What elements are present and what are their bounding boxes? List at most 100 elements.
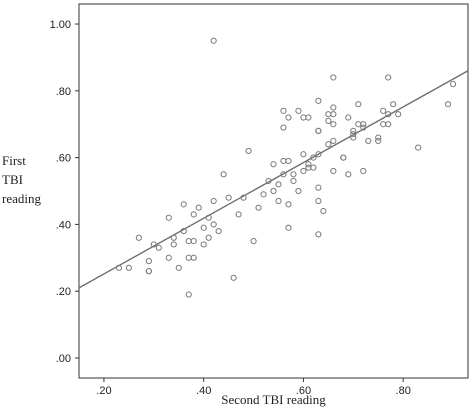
data-point (185, 291, 192, 298)
data-point (360, 121, 367, 128)
data-point (280, 107, 287, 114)
data-point (360, 167, 367, 175)
data-point (350, 131, 357, 138)
data-point (325, 111, 332, 118)
data-point (230, 274, 237, 281)
data-point (355, 101, 362, 108)
data-points (115, 37, 457, 298)
data-point (395, 111, 402, 118)
data-point (255, 204, 262, 211)
data-point (190, 211, 197, 218)
data-point (385, 121, 392, 128)
data-point (385, 74, 392, 81)
data-point (280, 124, 287, 131)
data-point (270, 187, 277, 195)
data-point (305, 164, 312, 171)
data-point (375, 137, 382, 145)
data-point (300, 167, 307, 175)
data-point (375, 134, 382, 141)
x-tick-label: .20 (96, 385, 111, 397)
data-point (285, 201, 292, 208)
data-point (310, 164, 317, 171)
data-point (330, 111, 337, 118)
data-point (415, 144, 422, 151)
data-point (345, 114, 352, 121)
data-point (315, 151, 322, 158)
data-point (325, 141, 332, 148)
data-point (200, 241, 207, 248)
data-point (290, 171, 297, 178)
data-point (150, 241, 157, 248)
data-point (205, 214, 212, 221)
y-tick-label: .60 (56, 153, 71, 165)
data-point (330, 137, 337, 145)
y-tick-label: .80 (56, 86, 71, 98)
data-point (390, 101, 397, 108)
data-point (380, 107, 387, 114)
y-axis-label-line-2: TBI (2, 172, 23, 187)
data-point (180, 201, 187, 208)
y-tick-label: .20 (56, 286, 71, 298)
data-point (330, 167, 337, 175)
data-point (275, 197, 282, 205)
data-point (145, 258, 152, 265)
data-point (145, 268, 152, 275)
data-point (210, 197, 217, 205)
data-point (240, 194, 247, 201)
data-point (205, 234, 212, 241)
data-point (310, 154, 317, 161)
data-point (330, 104, 337, 111)
data-point (275, 181, 282, 188)
x-axis-label: Second TBI reading (221, 392, 326, 407)
data-point (360, 124, 367, 131)
data-point (315, 127, 322, 134)
data-point (285, 224, 292, 231)
x-tick-label: .80 (396, 385, 411, 397)
data-point (295, 187, 302, 195)
data-point (280, 157, 287, 165)
y-tick-label: 1.00 (50, 19, 71, 31)
data-point (175, 264, 182, 271)
x-tick-label: .40 (196, 385, 211, 397)
x-axis: .20 .40 .60 .80 (96, 378, 411, 397)
y-tick-label: .00 (56, 353, 71, 365)
data-point (180, 227, 187, 235)
data-point (155, 244, 162, 251)
data-point (350, 127, 357, 134)
data-point (265, 177, 272, 185)
data-point (385, 111, 392, 118)
data-point (340, 154, 347, 161)
data-point (350, 134, 357, 141)
data-point (345, 171, 352, 178)
data-point (190, 237, 197, 245)
data-point (315, 231, 322, 238)
data-point (365, 137, 372, 145)
data-point (200, 224, 207, 231)
x-tick-label: .60 (296, 385, 311, 397)
data-point (285, 157, 292, 165)
data-point (125, 264, 132, 271)
data-point (280, 171, 287, 178)
data-point (295, 107, 302, 114)
data-point (170, 241, 177, 248)
data-point (315, 197, 322, 205)
data-point (250, 237, 257, 245)
y-axis-label-line-1: First (2, 153, 26, 168)
data-point (315, 97, 322, 104)
data-point (235, 211, 242, 218)
fit-line (78, 70, 469, 289)
data-point (210, 221, 217, 228)
data-point (290, 177, 297, 185)
data-point (300, 114, 307, 121)
plot-frame (78, 3, 469, 379)
data-point (220, 171, 227, 178)
data-point (300, 151, 307, 158)
data-point (115, 264, 122, 271)
data-point (195, 204, 202, 211)
data-point (305, 114, 312, 121)
data-point (225, 194, 232, 201)
data-point (135, 234, 142, 241)
y-tick-label: .40 (56, 219, 71, 231)
data-point (165, 254, 172, 261)
y-axis-label-line-3: reading (2, 191, 41, 206)
